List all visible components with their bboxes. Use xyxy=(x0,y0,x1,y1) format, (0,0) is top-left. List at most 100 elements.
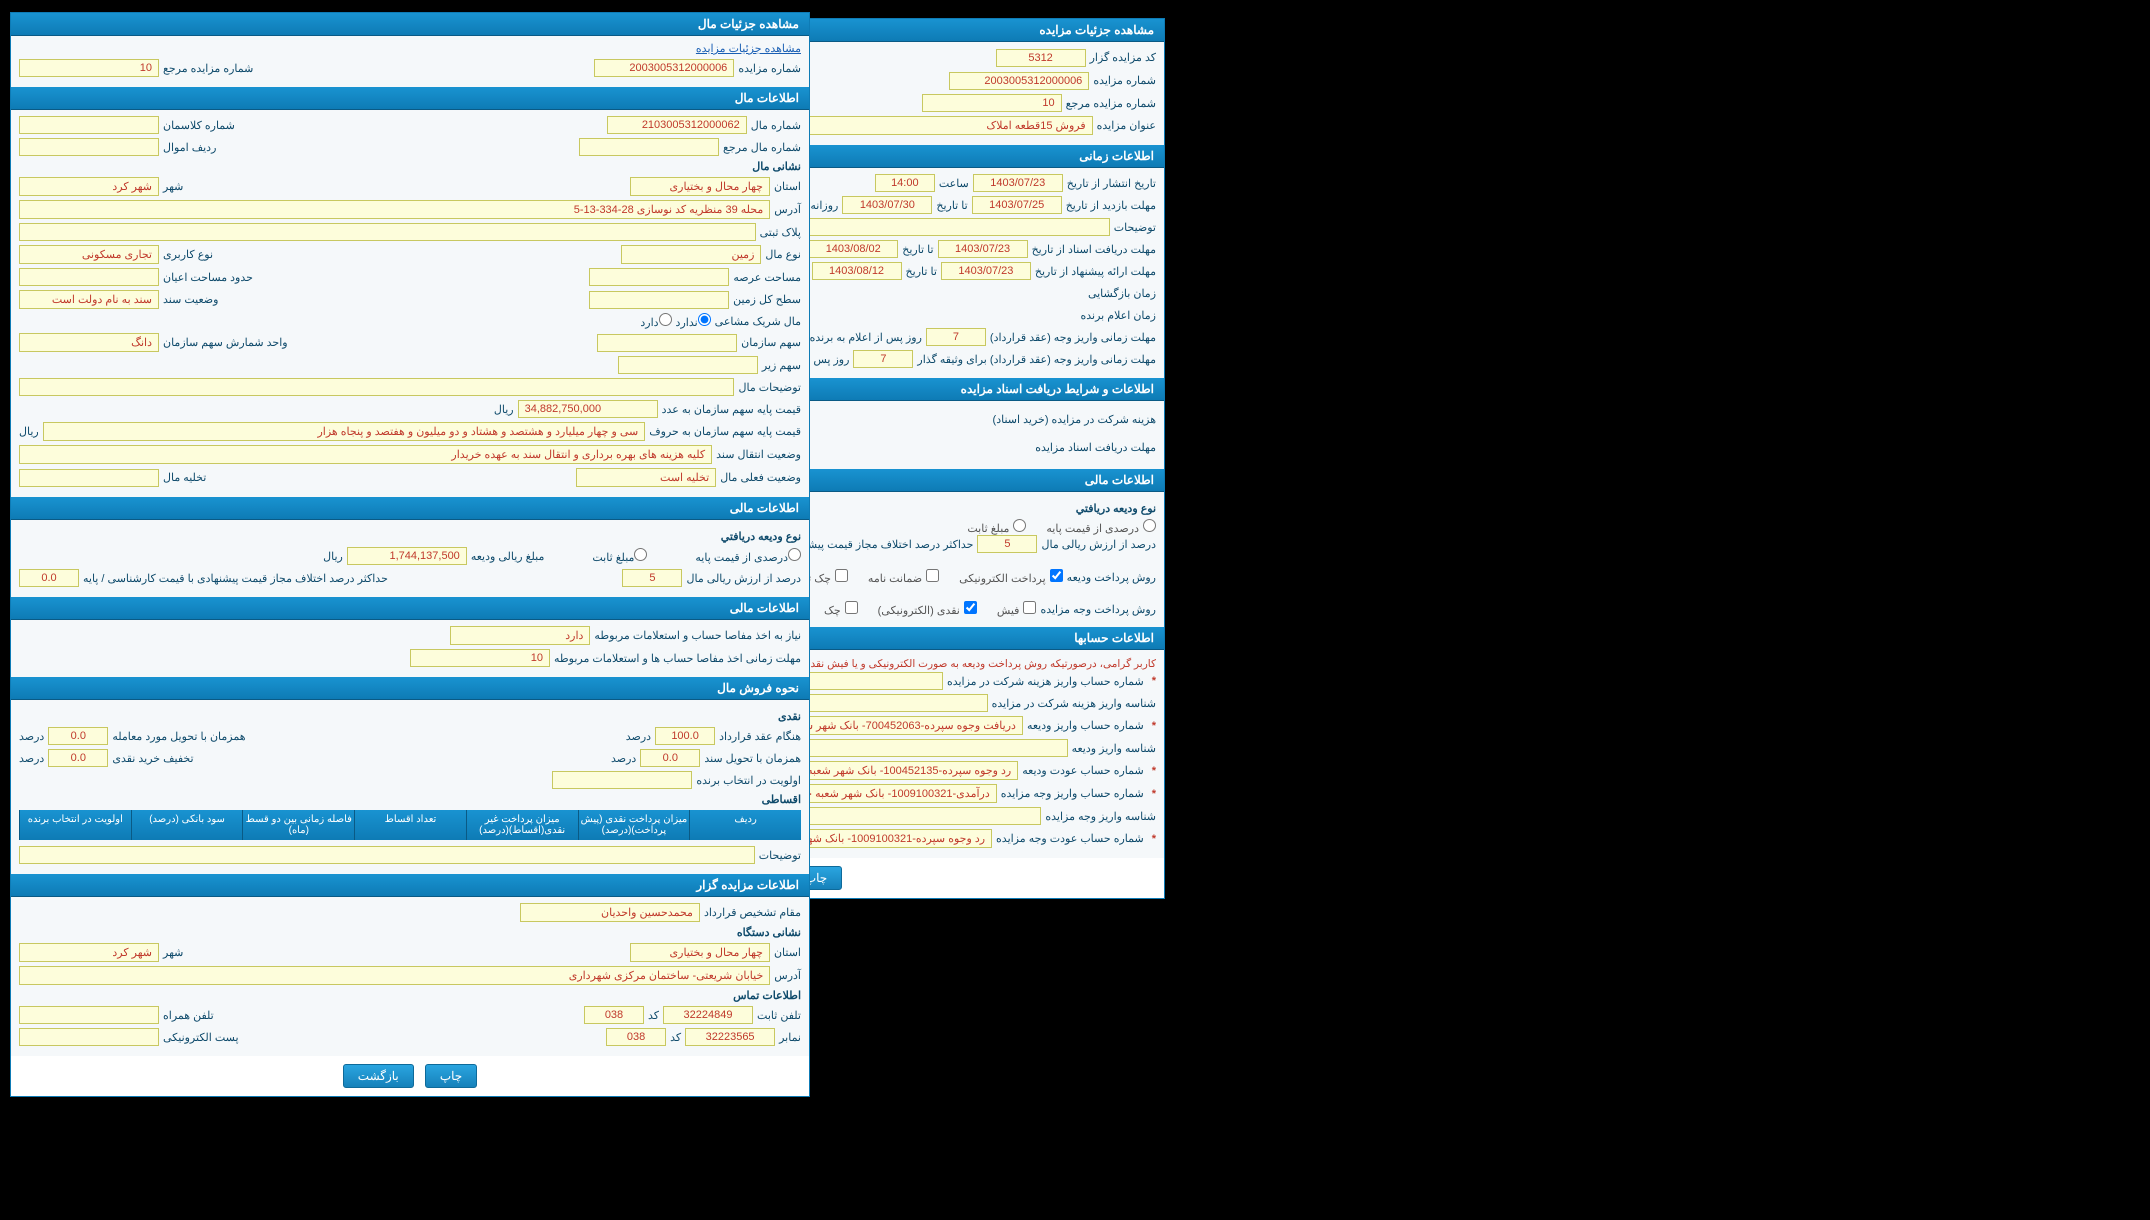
current: تخلیه است xyxy=(576,468,716,487)
doc-recv-to: 1403/08/02 xyxy=(808,240,898,258)
auction-pay-label: روش پرداخت وجه مزایده xyxy=(1040,603,1156,616)
guarantee-checkbox[interactable] xyxy=(926,569,939,582)
deposit-type-label-2: نوع وديعه دريافتي xyxy=(19,530,801,543)
province-label: استان xyxy=(774,180,801,193)
th6: سود بانکی (درصد) xyxy=(131,810,243,840)
print-button-2[interactable]: چاپ xyxy=(425,1064,477,1088)
l-auction-no-label: شماره مزایده xyxy=(738,62,801,75)
a-province: چهار محال و بختیاری xyxy=(630,943,770,962)
pct-radio-2[interactable] xyxy=(788,548,801,561)
transfer: کلیه هزینه های بهره برداری و انتقال سند … xyxy=(19,445,712,464)
pct-rial-label: درصد از ارزش ریالی مال xyxy=(1041,538,1156,551)
offer-to: 1403/08/12 xyxy=(812,262,902,280)
winner-label: زمان اعلام برنده xyxy=(1081,309,1156,322)
a-addr-label: آدرس xyxy=(774,969,801,982)
no-radio[interactable] xyxy=(698,313,711,326)
cash-discount-label: تخفیف خرید نقدی xyxy=(112,752,193,765)
pct-3: درصد xyxy=(611,752,636,765)
ref-no: 10 xyxy=(922,94,1062,112)
row-val xyxy=(19,138,159,156)
priority xyxy=(552,771,692,789)
class-no-label: شماره کلاسمان xyxy=(163,119,235,132)
pay-deadline: 7 xyxy=(926,328,986,346)
fixed-radio[interactable] xyxy=(1013,519,1026,532)
th3: میزان پرداخت غیر نقدی(اقساط)(درصد) xyxy=(466,810,578,840)
with-delivery: 0.0 xyxy=(48,727,108,745)
time-desc-label: توضیحات xyxy=(1114,221,1156,234)
base-price-num: 34,882,750,000 xyxy=(518,400,658,418)
asset-no-label: شماره مال xyxy=(751,119,801,132)
addr-label: آدرس xyxy=(774,203,801,216)
a-city: شهر کرد xyxy=(19,943,159,962)
auction-no: 2003005312000006 xyxy=(949,72,1089,90)
ref-asset xyxy=(579,138,719,156)
visit-to-label: تا تاریخ xyxy=(936,199,967,212)
base-price-txt: سی و چهار میلیارد و هشتصد و هشتاد و دو م… xyxy=(43,422,646,441)
doc-recv-from: 1403/07/23 xyxy=(938,240,1028,258)
ref-no-label: شماره مزایده مرجع xyxy=(1066,97,1156,110)
land-level-label: سطح کل زمین xyxy=(733,293,801,306)
pct-base-radio[interactable] xyxy=(1143,519,1156,532)
inquiry-header: اطلاعات مالی xyxy=(11,597,809,620)
code-label: کد xyxy=(648,1009,659,1022)
phone-label: تلفن ثابت xyxy=(757,1009,801,1022)
class-no xyxy=(19,116,159,134)
visit-from: 1403/07/25 xyxy=(972,196,1062,214)
priority-label: اولویت در انتخاب برنده xyxy=(696,774,801,787)
asset-info-header: اطلاعات مال xyxy=(11,87,809,110)
p-slip-checkbox[interactable] xyxy=(1023,601,1036,614)
cheque-checkbox[interactable] xyxy=(835,569,848,582)
rial-label-2: ریال xyxy=(494,403,514,416)
yes-radio[interactable] xyxy=(659,313,672,326)
th2: میزان پرداخت نقدی (پیش پرداخت)(درصد) xyxy=(578,810,690,840)
th5: فاصله زمانی بین دو قسط (ماه) xyxy=(242,810,354,840)
land-level xyxy=(589,291,729,309)
on-delivery: 0.0 xyxy=(640,749,700,767)
acc8-label: شماره حساب عودت وجه مزایده xyxy=(996,832,1144,845)
asset-type: زمین xyxy=(621,245,761,264)
inq-deadline: 10 xyxy=(410,649,550,667)
visit-to: 1403/07/30 xyxy=(842,196,932,214)
back-button-2[interactable]: بازگشت xyxy=(343,1064,414,1088)
auction-no-label: شماره مزایده xyxy=(1093,74,1156,87)
fixed-radio-2[interactable] xyxy=(634,548,647,561)
on-contract-label: هنگام عقد قرارداد xyxy=(719,730,801,743)
org-unit: دانگ xyxy=(19,333,159,352)
a-addr: خیابان شریعتی- ساختمان مرکزی شهرداری xyxy=(19,966,770,985)
th7: اولویت در انتخاب برنده xyxy=(19,810,131,840)
offer-from: 1403/07/23 xyxy=(941,262,1031,280)
sale-header: نحوه فروش مال xyxy=(11,677,809,700)
fax-code: 038 xyxy=(606,1028,666,1046)
epay-checkbox[interactable] xyxy=(1050,569,1063,582)
l-ref-no: 10 xyxy=(19,59,159,77)
deposit-rial-label: مبلغ ریالی ودیعه xyxy=(471,550,545,563)
dep-deadline-label: مهلت زمانی واریز وجه (عقد قرارداد) برای … xyxy=(917,353,1156,366)
p-cash-checkbox[interactable] xyxy=(964,601,977,614)
mobile xyxy=(19,1006,159,1024)
asset-desc-label: توضیحات مال xyxy=(738,381,801,394)
pct-2: درصد xyxy=(19,730,44,743)
a-city-label: شهر xyxy=(163,946,183,959)
current-label: وضعیت فعلی مال xyxy=(720,471,801,484)
pct-rial-2: 5 xyxy=(622,569,682,587)
rial-label-3: ریال xyxy=(19,425,39,438)
view-auction-link[interactable]: مشاهده جزئیات مزایده xyxy=(696,42,801,55)
doc-status-label: وضعیت سند xyxy=(163,293,218,306)
asset-type-label: نوع مال xyxy=(765,248,801,261)
asset-panel: مشاهده جزئیات مال مشاهده جزئیات مزایده ش… xyxy=(10,12,810,1097)
acc5-label: شماره حساب عودت ودیعه xyxy=(1022,764,1143,777)
acc2-label: شناسه واریز هزینه شرکت در مزایده xyxy=(992,697,1156,710)
hour-label: ساعت xyxy=(939,177,969,190)
publish-from-date: 1403/07/23 xyxy=(973,174,1063,192)
pct-4: درصد xyxy=(19,752,44,765)
p-cheque-checkbox[interactable] xyxy=(845,601,858,614)
doc-status: سند به نام دولت است xyxy=(19,290,159,309)
with-delivery-label: همزمان با تحویل مورد معامله xyxy=(112,730,245,743)
sub-share-label: سهم زیر xyxy=(762,359,801,372)
asset-details-header: مشاهده جزئیات مال xyxy=(11,13,809,36)
cash-discount: 0.0 xyxy=(48,749,108,767)
asset-desc xyxy=(19,378,734,396)
on-contract: 100.0 xyxy=(655,727,715,745)
area xyxy=(589,268,729,286)
need-val: دارد xyxy=(450,626,590,645)
